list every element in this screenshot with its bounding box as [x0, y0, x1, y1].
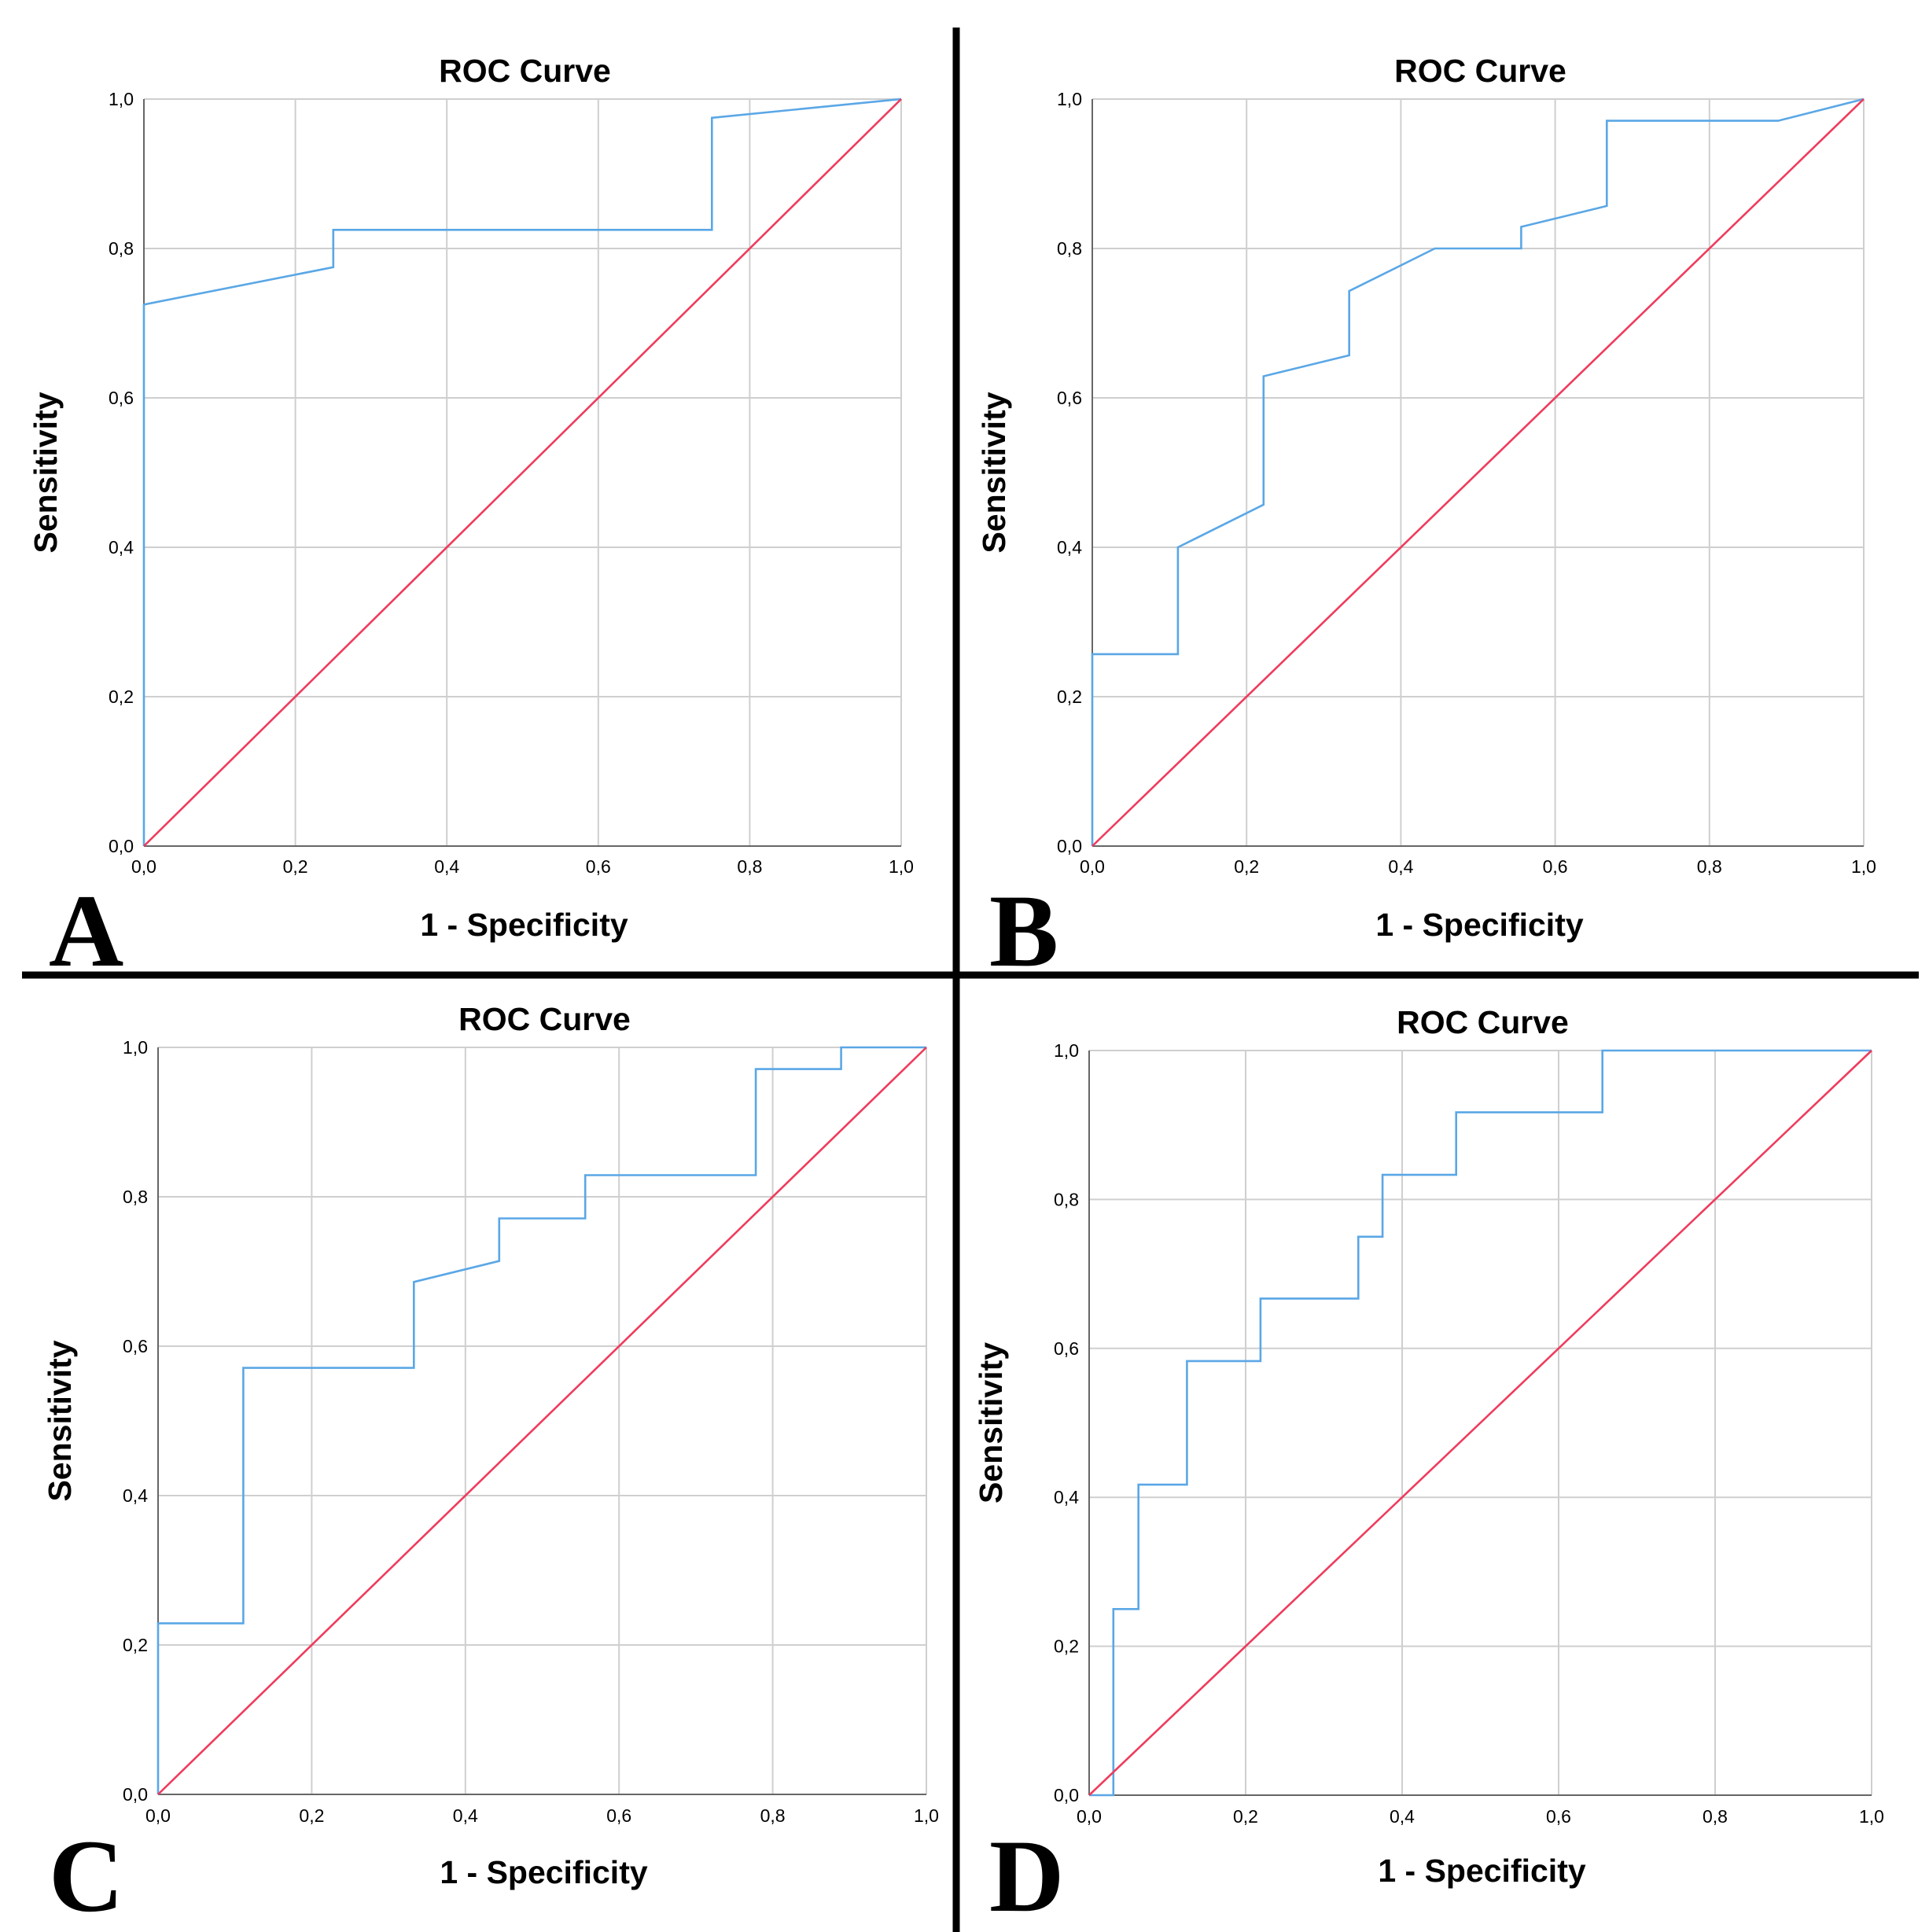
- roc-curve-line: [142, 98, 902, 846]
- y-tick-label: 0,4: [1054, 1487, 1079, 1507]
- x-tick-label: 0,8: [737, 856, 762, 877]
- chart-title: ROC Curve: [439, 53, 611, 89]
- y-tick-label: 1,0: [123, 1037, 148, 1058]
- panel-letter: A: [49, 873, 123, 988]
- x-tick-label: 0,0: [1077, 1806, 1102, 1827]
- y-tick-label: 0,2: [1057, 686, 1082, 707]
- y-tick-label: 0,4: [1057, 537, 1082, 558]
- roc-curve-line: [1091, 98, 1865, 846]
- x-tick-label: 0,8: [1703, 1806, 1728, 1827]
- y-tick-label: 0,0: [123, 1784, 148, 1805]
- x-tick-label: 0,2: [1233, 1806, 1258, 1827]
- roc-curve-line: [156, 1046, 926, 1794]
- x-tick-label: 0,0: [1080, 856, 1105, 877]
- y-tick-label: 0,8: [109, 238, 134, 259]
- x-axis-label: 1 - Specificity: [420, 907, 628, 943]
- y-axis-label: Sensitivity: [973, 1342, 1009, 1503]
- y-tick-label: 0,2: [109, 686, 134, 707]
- y-tick-label: 0,8: [1057, 238, 1082, 259]
- roc-panel-a: 0,0 0,2 0,4 0,6 0,8 1,0 0,0 0,2 0,4 0,6 0,8 1,0 ROC …: [28, 53, 914, 988]
- y-tick-label: 1,0: [109, 89, 134, 109]
- roc-panel-b: 0,0 0,2 0,4 0,6 0,8 1,0 0,0 0,2 0,4 0,6 0,8 1,0 ROC …: [976, 53, 1876, 988]
- x-tick-label: 1,0: [889, 856, 914, 877]
- x-tick-label: 0,4: [1390, 1806, 1415, 1827]
- roc-panel-c: 0,0 0,2 0,4 0,6 0,8 1,0 0,0 0,2 0,4 0,6 0,8 1,0 ROC …: [42, 1001, 939, 1932]
- chart-title: ROC Curve: [1394, 53, 1566, 89]
- y-tick-label: 0,6: [123, 1336, 148, 1356]
- y-tick-label: 0,2: [1054, 1636, 1079, 1657]
- x-tick-label: 0,4: [1388, 856, 1413, 877]
- x-tick-label: 0,4: [434, 856, 459, 877]
- y-tick-label: 0,0: [1057, 836, 1082, 856]
- panel-letter: B: [989, 873, 1058, 988]
- x-axis-label: 1 - Specificity: [1378, 1853, 1586, 1889]
- y-axis-label: Sensitivity: [42, 1340, 78, 1501]
- y-tick-label: 0,4: [109, 537, 134, 558]
- y-tick-label: 1,0: [1054, 1040, 1079, 1061]
- x-tick-label: 0,8: [1697, 856, 1722, 877]
- y-tick-label: 0,8: [123, 1187, 148, 1207]
- y-tick-label: 0,2: [123, 1635, 148, 1655]
- y-tick-label: 0,4: [123, 1485, 148, 1506]
- x-tick-label: 1,0: [1859, 1806, 1884, 1827]
- x-tick-label: 0,2: [1234, 856, 1259, 877]
- panels: 0,0 0,2 0,4 0,6 0,8 1,0 0,0 0,2 0,4 0,6 0,8 1,0 ROC …: [28, 53, 1884, 1932]
- x-tick-label: 0,0: [131, 856, 156, 877]
- x-tick-label: 0,6: [1543, 856, 1568, 877]
- chart-title: ROC Curve: [458, 1001, 631, 1037]
- y-axis-label: Sensitivity: [976, 392, 1012, 553]
- x-tick-label: 0,6: [586, 856, 611, 877]
- y-tick-label: 0,8: [1054, 1189, 1079, 1209]
- y-tick-label: 1,0: [1057, 89, 1082, 109]
- roc-curve-line: [1089, 1049, 1872, 1797]
- x-tick-label: 0,2: [299, 1805, 324, 1826]
- y-tick-label: 0,6: [1057, 388, 1082, 408]
- x-axis-label: 1 - Specificity: [440, 1854, 648, 1890]
- reference-diagonal-line: [1088, 1050, 1872, 1796]
- x-tick-label: 0,6: [1546, 1806, 1571, 1827]
- x-tick-label: 0,6: [606, 1805, 631, 1826]
- y-axis-label: Sensitivity: [28, 392, 64, 553]
- panel-letter: D: [989, 1818, 1064, 1932]
- x-tick-label: 0,2: [283, 856, 308, 877]
- y-tick-label: 0,0: [109, 836, 134, 856]
- reference-diagonal-line: [157, 1047, 927, 1795]
- y-tick-label: 0,6: [109, 388, 134, 408]
- roc-panel-d: 0,0 0,2 0,4 0,6 0,8 1,0 0,0 0,2 0,4 0,6 0,8 1,0 ROC …: [973, 1004, 1884, 1932]
- x-axis-label: 1 - Specificity: [1375, 907, 1584, 943]
- x-tick-label: 0,8: [760, 1805, 786, 1826]
- x-tick-label: 0,4: [453, 1805, 478, 1826]
- reference-diagonal-line: [143, 98, 902, 847]
- x-tick-label: 1,0: [1851, 856, 1876, 877]
- x-tick-label: 1,0: [914, 1805, 939, 1826]
- x-tick-label: 0,0: [145, 1805, 171, 1826]
- reference-diagonal-line: [1092, 98, 1865, 847]
- panel-letter: C: [49, 1818, 123, 1932]
- y-tick-label: 0,6: [1054, 1338, 1079, 1359]
- chart-title: ROC Curve: [1397, 1004, 1569, 1040]
- y-tick-label: 0,0: [1054, 1785, 1079, 1805]
